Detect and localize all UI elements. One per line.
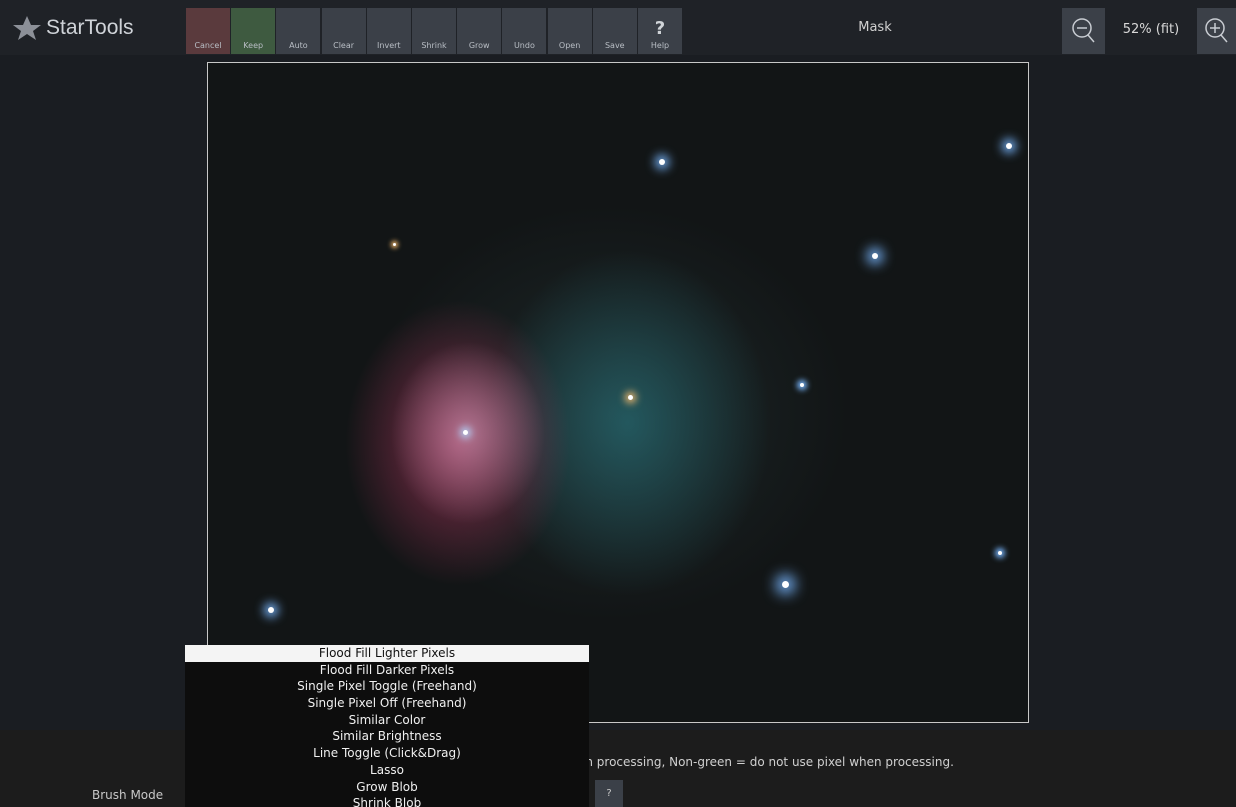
astro-image[interactable] <box>207 62 1029 723</box>
button-label: Keep <box>243 41 263 50</box>
dropdown-item[interactable]: Single Pixel Off (Freehand) <box>185 695 589 712</box>
zoom-in-icon <box>1197 8 1236 54</box>
help-button[interactable]: ? <box>595 780 623 807</box>
zoom-in-button[interactable] <box>1197 8 1236 54</box>
module-title: Mask <box>780 20 970 35</box>
dropdown-item[interactable]: Flood Fill Darker Pixels <box>185 662 589 679</box>
toolbar-button[interactable]: Cancel <box>186 8 230 54</box>
star <box>268 607 274 613</box>
logo-icon <box>12 15 42 41</box>
logo-text: StarTools <box>46 16 134 40</box>
button-label: Help <box>651 41 669 50</box>
button-label: Clear <box>333 41 354 50</box>
star <box>998 551 1002 555</box>
star <box>628 395 633 400</box>
toolbar-button[interactable]: Undo <box>502 8 546 54</box>
toolbar-button[interactable]: Keep <box>231 8 275 54</box>
button-label: Grow <box>469 41 490 50</box>
star <box>782 581 789 588</box>
star <box>393 243 396 246</box>
zoom-out-icon <box>1062 8 1105 54</box>
toolbar-button[interactable]: Auto <box>276 8 320 54</box>
star <box>1006 143 1012 149</box>
button-label: Auto <box>289 41 308 50</box>
toolbar-button[interactable]: Invert <box>367 8 411 54</box>
dropdown-item[interactable]: Shrink Blob <box>185 795 589 807</box>
dropdown-item[interactable]: Single Pixel Toggle (Freehand) <box>185 678 589 695</box>
button-label: Undo <box>514 41 535 50</box>
button-label: Invert <box>377 41 401 50</box>
button-label: Cancel <box>194 41 221 50</box>
parameter-label: Brush Mode <box>92 788 163 802</box>
button-icon: ? <box>655 18 665 39</box>
dropdown-item[interactable]: Grow Blob <box>185 779 589 796</box>
toolbar-button[interactable]: ? Help <box>638 8 682 54</box>
toolbar-button[interactable]: Grow <box>457 8 501 54</box>
zoom-level: 52% (fit) <box>1106 22 1196 37</box>
dropdown-item[interactable]: Lasso <box>185 762 589 779</box>
dropdown-item[interactable]: Flood Fill Lighter Pixels <box>185 645 589 662</box>
zoom-out-button[interactable] <box>1062 8 1105 54</box>
screen: {"header": {"logo": "StarTools", "button… <box>0 0 1236 807</box>
dropdown-item[interactable]: Line Toggle (Click&Drag) <box>185 745 589 762</box>
button-label: Shrink <box>421 41 446 50</box>
logo: StarTools <box>12 10 134 46</box>
star <box>872 253 878 259</box>
hint-text: en processing, Non-green = do not use pi… <box>578 755 954 769</box>
star <box>800 383 804 387</box>
button-label: Save <box>605 41 625 50</box>
toolbar-button[interactable]: Shrink <box>412 8 456 54</box>
star <box>659 159 665 165</box>
dropdown-item[interactable]: Similar Color <box>185 712 589 729</box>
button-label: Open <box>559 41 580 50</box>
star <box>463 430 468 435</box>
toolbar-button[interactable]: Open <box>548 8 592 54</box>
dropdown-item[interactable]: Similar Brightness <box>185 728 589 745</box>
toolbar-button[interactable]: Save <box>593 8 637 54</box>
toolbar-button[interactable]: Clear <box>322 8 366 54</box>
